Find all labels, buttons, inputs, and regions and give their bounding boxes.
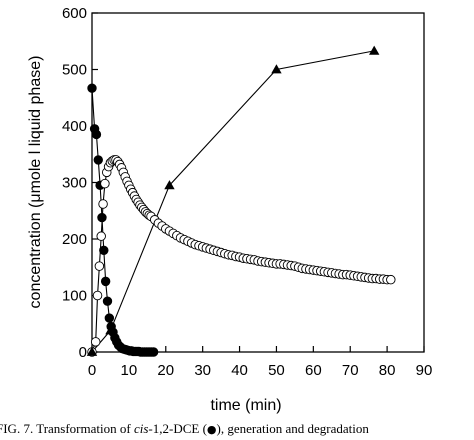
data-point-filled-circle: [100, 276, 111, 287]
data-point-filled-circle: [97, 212, 107, 223]
caption-middle: -1,2-DCE (: [148, 421, 207, 436]
data-point-triangle: [369, 45, 380, 55]
data-point-filled-circle: [99, 245, 109, 256]
x-tick-label: 10: [121, 362, 138, 379]
x-tick-label: 90: [416, 362, 433, 379]
figure-caption: FIG. 7. Transformation of cis-1,2-DCE (●…: [0, 421, 474, 437]
caption-symbol: ●: [206, 423, 217, 436]
x-axis: 0 10 20 30 40 50 60 70 80 90: [88, 346, 433, 379]
data-point-triangle: [271, 64, 282, 74]
y-tick-label: 0: [79, 344, 87, 361]
data-point-filled-circle: [104, 313, 115, 323]
x-tick-label: 30: [194, 362, 211, 379]
data-point-open-circle: [98, 199, 108, 209]
x-tick-label: 40: [231, 362, 248, 379]
data-point-filled-circle: [93, 155, 103, 165]
data-point-filled-circle: [102, 296, 113, 306]
y-tick-label: 600: [62, 5, 87, 22]
y-tick-label: 100: [62, 288, 87, 305]
x-tick-label: 60: [305, 362, 322, 379]
data-point-triangle: [105, 325, 116, 335]
x-tick-label: 70: [342, 362, 359, 379]
data-point-open-circle: [96, 231, 106, 241]
data-point-open-circle: [386, 274, 396, 285]
y-tick-label: 400: [62, 118, 87, 135]
caption-italic: cis: [133, 421, 149, 436]
caption-prefix: FIG. 7. Transformation of: [0, 421, 134, 436]
y-tick-label: 500: [62, 62, 87, 79]
data-point-filled-circle: [87, 83, 97, 93]
x-tick-label: 80: [379, 362, 396, 379]
data-point-open-circle: [94, 261, 105, 271]
plot-border: [91, 12, 425, 353]
data-point-filled-circle: [91, 129, 102, 140]
x-axis-label: time (min): [210, 397, 281, 414]
y-axis: 0 100 200 300 400 500 600: [62, 5, 98, 361]
x-tick-label: 20: [157, 362, 174, 379]
plot-frame: [91, 12, 425, 353]
data-point-filled-circle: [148, 347, 159, 357]
x-tick-label: 0: [88, 362, 96, 379]
caption-suffix: ), generation and degradation: [216, 421, 369, 436]
data-point-triangle: [164, 180, 175, 190]
data-point-open-circle: [90, 337, 101, 347]
series-marks: [86, 45, 396, 357]
y-tick-label: 200: [62, 231, 87, 248]
chart: 0 10 20 30 40 50 60 70 80 90 0100200300400500600 …: [27, 5, 433, 414]
data-point-open-circle: [100, 178, 110, 189]
y-tick-label: 300: [62, 175, 87, 192]
y-axis-label: concentration (μmole l liquid phase): [27, 56, 44, 309]
x-tick-label: 50: [268, 362, 285, 379]
data-point-open-circle: [92, 290, 103, 301]
data-point-triangle: [86, 346, 98, 356]
